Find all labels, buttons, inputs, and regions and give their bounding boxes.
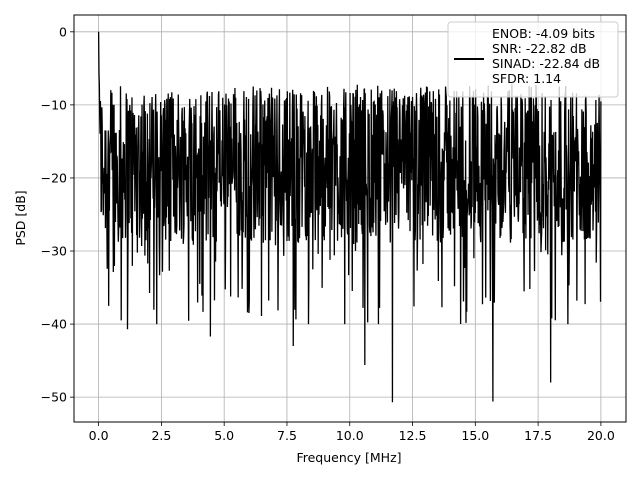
x-tick-label: 20.0 bbox=[587, 428, 615, 443]
psd-series-line bbox=[97, 31, 602, 403]
series-layer bbox=[97, 31, 602, 403]
x-tick-label: 5.0 bbox=[214, 428, 234, 443]
x-tick-label: 10.0 bbox=[336, 428, 364, 443]
legend-enob: ENOB: -4.09 bits bbox=[492, 26, 595, 41]
y-axis-label: PSD [dB] bbox=[13, 190, 28, 245]
legend-box bbox=[447, 21, 619, 98]
x-tick-label: 2.5 bbox=[151, 428, 171, 443]
x-tick-label: 12.5 bbox=[399, 428, 427, 443]
y-tick-label: −50 bbox=[41, 390, 67, 405]
y-tick-label: −40 bbox=[41, 317, 67, 332]
y-tick-label: −10 bbox=[41, 97, 67, 112]
y-tick-label: −20 bbox=[41, 170, 67, 185]
legend-sfdr: SFDR: 1.14 bbox=[492, 71, 561, 86]
legend: ENOB: -4.09 bits SNR: -22.82 dB SINAD: -… bbox=[447, 21, 619, 98]
x-tick-label: 15.0 bbox=[461, 428, 489, 443]
x-tick-label: 0.0 bbox=[89, 428, 109, 443]
x-axis-label: Frequency [MHz] bbox=[296, 450, 401, 465]
x-tick-label: 17.5 bbox=[524, 428, 552, 443]
x-ticks: 0.0 2.5 5.0 7.5 10.0 12.5 15.0 17.5 20.0 bbox=[89, 422, 615, 443]
x-tick-label: 7.5 bbox=[277, 428, 297, 443]
y-ticks: 0 −10 −20 −30 −40 −50 bbox=[41, 24, 74, 405]
legend-sinad: SINAD: -22.84 dB bbox=[492, 56, 600, 71]
y-tick-label: −30 bbox=[41, 244, 67, 259]
y-tick-label: 0 bbox=[59, 24, 67, 39]
legend-snr: SNR: -22.82 dB bbox=[492, 41, 587, 56]
